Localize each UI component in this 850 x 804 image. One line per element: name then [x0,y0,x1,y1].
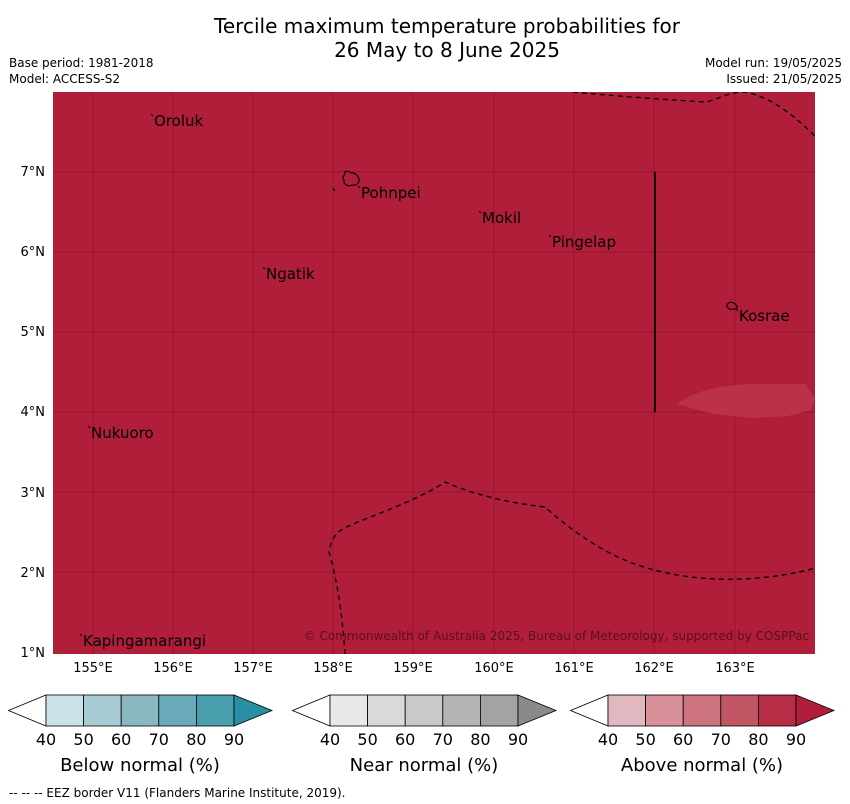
place-marker [79,633,83,637]
place-marker [150,113,154,117]
map-gridlines [53,92,815,654]
place-marker [735,308,739,312]
colorbar-segment [158,694,197,727]
colorbar-segment [83,694,122,727]
longitude-tick-label: 158°E [313,661,353,676]
colorbar-tick-label: 90 [223,730,245,749]
longitude-tick-label: 156°E [153,661,193,676]
colorbar-segment [120,694,160,727]
place-label-mokil: Mokil [482,209,521,227]
copyright-notice: © Commonwealth of Australia 2025, Bureau… [304,629,809,643]
place-label-pingelap: Pingelap [552,233,616,251]
colorbar-segment [682,694,722,727]
island-outlines [332,170,738,310]
longitude-tick-label: 155°E [73,661,113,676]
eez-footnote: -- -- -- EEZ border V11 (Flanders Marine… [9,786,346,800]
colorbar-segment [795,694,836,727]
issued-label: Issued: 21/05/2025 [726,72,842,86]
colorbar-title: Below normal (%) [60,755,220,776]
base-period-label: Base period: 1981-2018 [9,56,154,70]
colorbar-tick-label: 60 [673,730,694,749]
place-label-kosrae: Kosrae [739,307,790,325]
colorbar-title: Above normal (%) [620,755,784,776]
colorbar-tick-label: 50 [635,730,656,749]
map-title-line1: Tercile maximum temperature probabilitie… [214,14,680,38]
longitude-tick-label: 163°E [715,661,755,676]
colorbar [570,694,836,727]
longitude-tick-label: 160°E [474,661,514,676]
colorbar-tick-label: 80 [186,730,207,749]
latitude-tick-label: 5°N [20,325,46,340]
colorbar-title: Near normal (%) [349,755,499,776]
colorbar-tick-label: 70 [148,730,169,749]
place-marker [87,425,91,429]
colorbar-segment [720,694,759,727]
place-label-ngatik: Ngatik [266,265,315,283]
colorbar-segment [570,694,609,727]
place-label-kapingamarangi: Kapingamarangi [83,632,206,650]
colorbar-segment [195,694,235,727]
colorbar [8,694,274,727]
colorbar-tick-label: 40 [597,730,619,749]
eez-border [328,92,815,654]
colorbar-tick-label: 90 [785,730,807,749]
place-marker [548,234,552,238]
colorbar-segment [45,694,84,727]
colorbar-segment [404,694,444,727]
colorbar-segment [8,694,47,727]
latitude-tick-label: 1°N [20,646,46,661]
colorbar-tick-label: 80 [470,730,491,749]
colorbar-tick-label: 80 [748,730,769,749]
colorbar-segment [645,694,684,727]
colorbar-segment [292,694,331,727]
place-label-oroluk: Oroluk [154,112,203,130]
latitude-tick-label: 4°N [20,405,46,420]
place-label-pohnpei: Pohnpei [361,184,421,202]
colorbar-tick-label: 50 [357,730,378,749]
colorbar-segment [607,694,646,727]
colorbar-segment [479,694,519,727]
model-run-label: Model run: 19/05/2025 [704,56,842,70]
colorbar-tick-label: 60 [111,730,132,749]
colorbar-segment [233,694,274,727]
place-marker [262,266,266,270]
colorbar-tick-label: 50 [73,730,94,749]
colorbar [292,694,558,727]
colorbar-segment [517,694,558,727]
model-label: Model: ACCESS-S2 [9,72,121,86]
colorbar-tick-label: 90 [507,730,529,749]
colorbar-segment [442,694,481,727]
place-marker [357,185,361,189]
lower-probability-patch [677,384,815,418]
latitude-tick-label: 6°N [20,245,46,260]
place-marker [478,210,482,214]
longitude-tick-label: 162°E [634,661,674,676]
map-title-line2: 26 May to 8 June 2025 [334,38,560,62]
latitude-tick-label: 3°N [20,486,46,501]
colorbar-segment [367,694,406,727]
colorbar-tick-label: 40 [35,730,57,749]
latitude-tick-label: 7°N [20,165,46,180]
forecast-map: Oroluk Pohnpei Mokil Pingelap Ngatik Kosrae Nu… [53,92,815,654]
longitude-tick-label: 157°E [233,661,273,676]
colorbar-segment [757,694,797,727]
colorbar-tick-label: 60 [395,730,416,749]
longitude-tick-label: 159°E [393,661,433,676]
place-label-nukuoro: Nukuoro [91,424,154,442]
colorbar-tick-label: 40 [319,730,341,749]
longitude-tick-label: 161°E [554,661,594,676]
map-background [53,92,815,654]
colorbar-segment [329,694,368,727]
colorbar-tick-label: 70 [432,730,453,749]
latitude-tick-label: 2°N [20,566,46,581]
colorbar-tick-label: 70 [710,730,731,749]
